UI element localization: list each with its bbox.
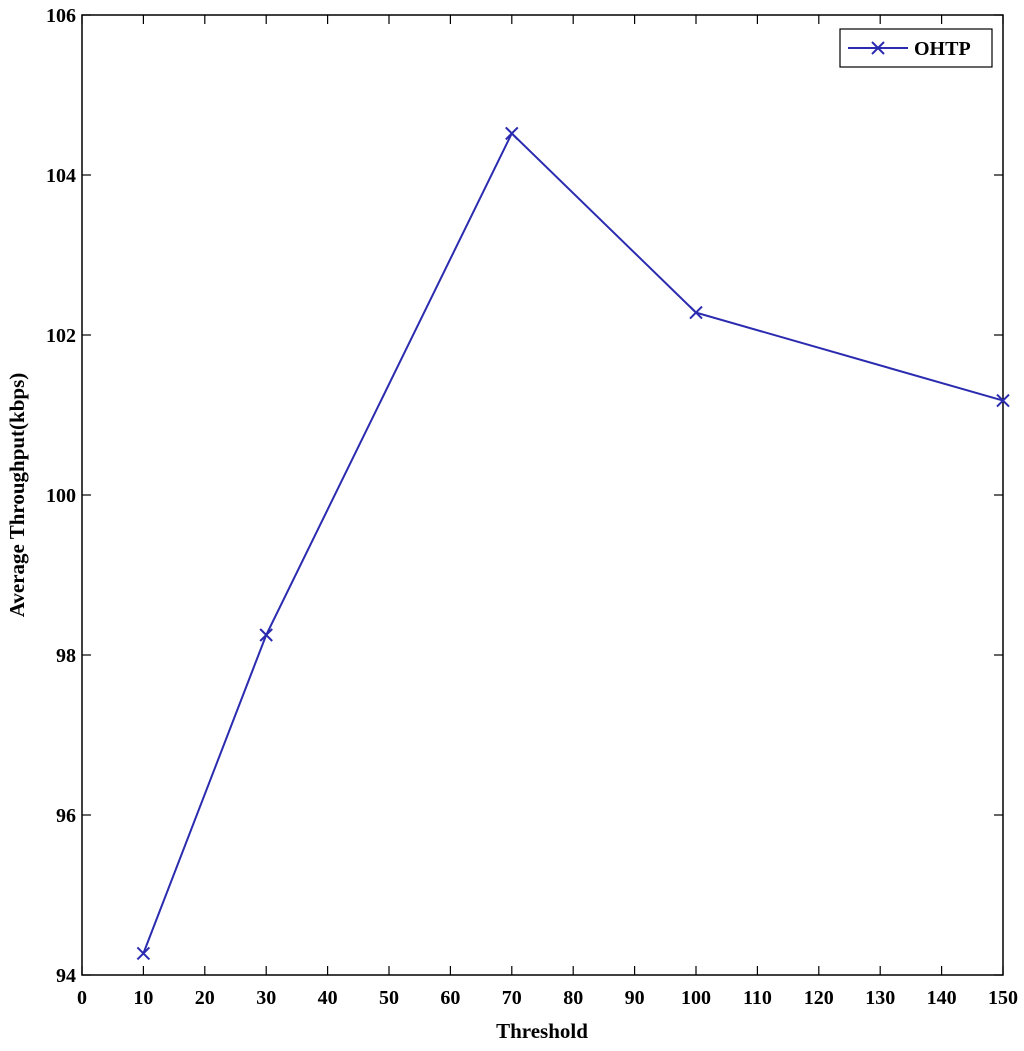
x-tick-label: 60 [440, 987, 460, 1009]
x-tick-label: 130 [865, 987, 895, 1009]
y-tick-label: 104 [46, 165, 76, 187]
y-tick-label: 100 [46, 485, 76, 507]
x-tick-label: 20 [195, 987, 215, 1009]
x-tick-label: 80 [563, 987, 583, 1009]
data-point-marker [505, 126, 519, 141]
x-tick-label: 30 [256, 987, 276, 1009]
x-tick-label: 50 [379, 987, 399, 1009]
x-tick-label: 110 [743, 987, 772, 1009]
x-tick-label: 140 [927, 987, 957, 1009]
y-tick-label: 102 [46, 325, 76, 347]
data-point-marker [136, 946, 151, 961]
series-layer [136, 126, 1010, 961]
y-tick-label: 96 [56, 805, 76, 827]
x-tick-label: 10 [133, 987, 153, 1009]
data-point-marker [996, 393, 1010, 408]
x-tick-label: 150 [988, 987, 1018, 1009]
x-axis: 0 10 20 30 40 50 60 70 80 90 100 110 120 130 140 150 [77, 15, 1018, 1009]
y-axis-label: Average Throughput(kbps) [5, 373, 29, 617]
legend-label: OHTP [914, 38, 971, 60]
y-tick-label: 94 [56, 965, 76, 987]
x-tick-label: 40 [318, 987, 338, 1009]
x-tick-label: 120 [804, 987, 834, 1009]
x-tick-label: 100 [681, 987, 711, 1009]
data-point-marker [259, 628, 273, 642]
x-tick-label: 0 [77, 987, 87, 1009]
x-axis-label: Threshold [496, 1019, 588, 1043]
legend: OHTP [839, 28, 993, 68]
legend-marker-x [871, 41, 885, 55]
y-axis: 94 96 98 100 102 104 106 [46, 5, 1003, 987]
x-tick-label: 70 [502, 987, 522, 1009]
x-tick-label: 90 [625, 987, 645, 1009]
data-point-marker [689, 305, 703, 320]
plot-area [81, 14, 1004, 976]
y-tick-label: 98 [56, 645, 76, 667]
y-tick-label: 106 [46, 5, 76, 27]
